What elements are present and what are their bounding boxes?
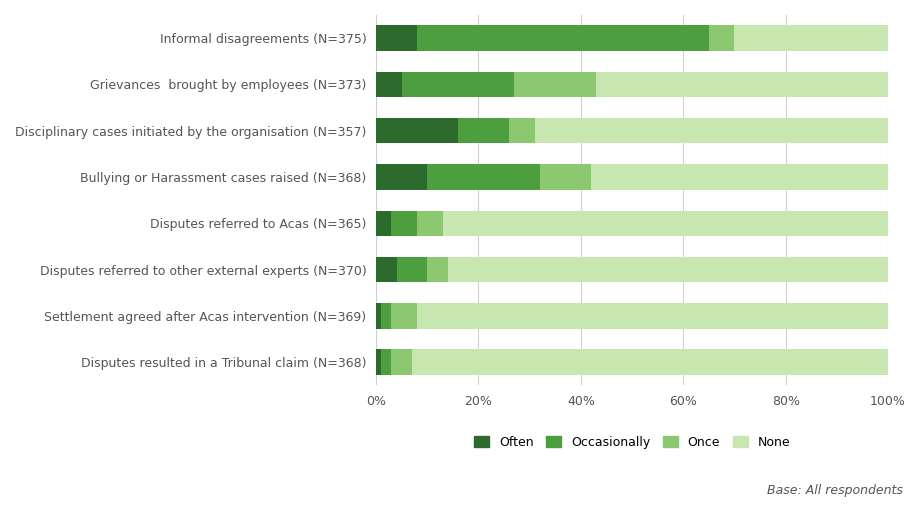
Bar (381, 303, 391, 329)
Bar (397, 257, 427, 282)
Bar (591, 164, 888, 190)
Bar (443, 210, 888, 236)
Bar (427, 164, 540, 190)
Bar (376, 210, 391, 236)
Legend: Often, Occasionally, Once, None: Often, Occasionally, Once, None (473, 436, 790, 449)
Bar (709, 25, 734, 51)
Bar (417, 303, 888, 329)
Bar (734, 25, 888, 51)
Bar (427, 257, 448, 282)
Bar (381, 349, 391, 375)
Bar (540, 164, 591, 190)
Bar (402, 71, 514, 97)
Bar (376, 349, 381, 375)
Bar (509, 118, 535, 143)
Bar (391, 210, 417, 236)
Bar (376, 257, 397, 282)
Bar (376, 71, 402, 97)
Bar (514, 71, 596, 97)
Bar (412, 349, 888, 375)
Bar (376, 164, 427, 190)
Bar (458, 118, 509, 143)
Bar (376, 303, 381, 329)
Bar (535, 118, 888, 143)
Bar (391, 349, 412, 375)
Bar (391, 303, 417, 329)
Bar (376, 25, 417, 51)
Bar (417, 25, 709, 51)
Bar (596, 71, 888, 97)
Bar (376, 118, 458, 143)
Text: Base: All respondents: Base: All respondents (766, 484, 903, 497)
Bar (448, 257, 888, 282)
Bar (417, 210, 443, 236)
